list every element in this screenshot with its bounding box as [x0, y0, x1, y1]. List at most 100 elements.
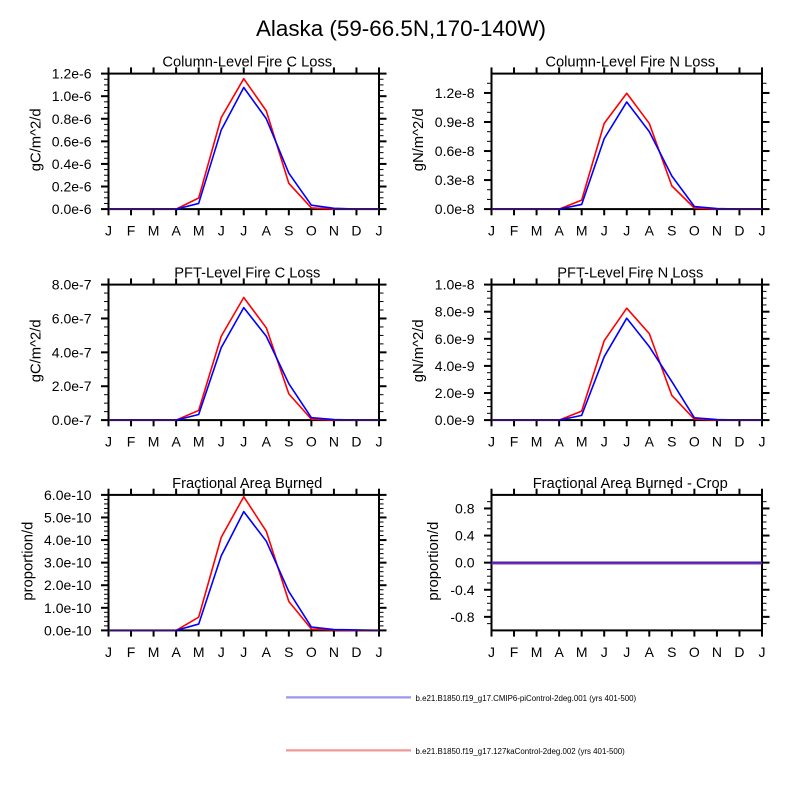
svg-text:J: J [759, 644, 766, 660]
svg-text:O: O [306, 223, 317, 239]
svg-text:J: J [488, 644, 495, 660]
svg-text:J: J [240, 644, 247, 660]
svg-text:0.6e-6: 0.6e-6 [52, 133, 92, 149]
svg-text:J: J [601, 223, 608, 239]
svg-text:N: N [712, 644, 722, 660]
svg-text:8.0e-9: 8.0e-9 [435, 304, 475, 320]
svg-text:O: O [689, 644, 700, 660]
svg-text:-0.8: -0.8 [450, 609, 474, 625]
svg-text:4.0e-7: 4.0e-7 [52, 344, 92, 360]
svg-text:J: J [601, 434, 608, 450]
svg-text:proportion/d: proportion/d [426, 522, 442, 601]
svg-text:Alaska (59-66.5N,170-140W): Alaska (59-66.5N,170-140W) [256, 16, 546, 41]
svg-text:F: F [510, 223, 519, 239]
svg-text:Fractional Area Burned - Crop: Fractional Area Burned - Crop [533, 476, 728, 492]
svg-text:0.0e-10: 0.0e-10 [44, 622, 92, 638]
svg-text:gC/m^2/d: gC/m^2/d [29, 108, 45, 171]
svg-text:N: N [712, 434, 722, 450]
svg-text:A: A [554, 434, 564, 450]
svg-text:4.0e-10: 4.0e-10 [44, 532, 92, 548]
svg-text:J: J [623, 223, 630, 239]
svg-text:Column-Level Fire N Loss: Column-Level Fire N Loss [545, 55, 715, 71]
svg-text:0.8e-6: 0.8e-6 [52, 111, 92, 127]
svg-text:M: M [531, 434, 543, 450]
svg-text:J: J [623, 644, 630, 660]
svg-text:N: N [329, 644, 339, 660]
svg-text:S: S [284, 644, 293, 660]
svg-text:J: J [218, 223, 225, 239]
svg-text:1.0e-6: 1.0e-6 [52, 88, 92, 104]
svg-text:N: N [712, 223, 722, 239]
svg-text:J: J [601, 644, 608, 660]
svg-text:1.2e-8: 1.2e-8 [435, 85, 475, 101]
svg-text:J: J [240, 223, 247, 239]
svg-text:D: D [351, 644, 361, 660]
svg-text:0.0: 0.0 [455, 555, 475, 571]
svg-text:A: A [645, 644, 655, 660]
svg-text:F: F [127, 434, 136, 450]
svg-text:A: A [262, 644, 272, 660]
svg-text:A: A [554, 223, 564, 239]
svg-text:J: J [376, 434, 383, 450]
svg-text:gN/m^2/d: gN/m^2/d [411, 319, 427, 382]
svg-text:0.0e-8: 0.0e-8 [435, 201, 475, 217]
svg-text:0.2e-6: 0.2e-6 [52, 179, 92, 195]
svg-text:M: M [531, 644, 543, 660]
svg-text:M: M [576, 434, 588, 450]
svg-text:A: A [554, 644, 564, 660]
svg-text:0.0e-9: 0.0e-9 [435, 412, 475, 428]
svg-text:N: N [329, 434, 339, 450]
svg-text:0.9e-8: 0.9e-8 [435, 114, 475, 130]
svg-text:A: A [645, 223, 655, 239]
svg-text:O: O [689, 434, 700, 450]
svg-text:J: J [488, 434, 495, 450]
svg-text:PFT-Level Fire C Loss: PFT-Level Fire C Loss [174, 266, 320, 282]
svg-text:S: S [667, 644, 676, 660]
svg-text:A: A [171, 644, 181, 660]
svg-text:J: J [623, 434, 630, 450]
svg-text:O: O [306, 434, 317, 450]
svg-text:S: S [284, 223, 293, 239]
svg-text:gC/m^2/d: gC/m^2/d [29, 319, 45, 382]
svg-text:0.4: 0.4 [455, 528, 475, 544]
svg-text:F: F [127, 644, 136, 660]
svg-text:0.3e-8: 0.3e-8 [435, 172, 475, 188]
svg-text:F: F [510, 644, 519, 660]
svg-text:J: J [759, 223, 766, 239]
svg-text:J: J [376, 223, 383, 239]
svg-text:J: J [105, 434, 112, 450]
svg-text:J: J [240, 434, 247, 450]
svg-text:b.e21.B1850.f19_g17.CMIP6-piCo: b.e21.B1850.f19_g17.CMIP6-piControl-2deg… [416, 694, 637, 703]
svg-text:M: M [193, 434, 205, 450]
svg-text:6.0e-9: 6.0e-9 [435, 331, 475, 347]
svg-text:0.0e-6: 0.0e-6 [52, 201, 92, 217]
svg-text:F: F [127, 223, 136, 239]
svg-text:2.0e-10: 2.0e-10 [44, 577, 92, 593]
svg-text:S: S [667, 434, 676, 450]
svg-text:D: D [734, 644, 744, 660]
svg-text:-0.4: -0.4 [450, 582, 474, 598]
svg-text:A: A [171, 434, 181, 450]
svg-text:b.e21.B1850.f19_g17.127kaContr: b.e21.B1850.f19_g17.127kaControl-2deg.00… [416, 747, 626, 756]
svg-text:M: M [576, 223, 588, 239]
svg-text:4.0e-9: 4.0e-9 [435, 358, 475, 374]
svg-text:6.0e-7: 6.0e-7 [52, 310, 92, 326]
svg-text:0.4e-6: 0.4e-6 [52, 156, 92, 172]
svg-text:J: J [488, 223, 495, 239]
svg-text:M: M [193, 223, 205, 239]
svg-text:A: A [262, 223, 272, 239]
svg-text:M: M [193, 644, 205, 660]
svg-text:N: N [329, 223, 339, 239]
svg-text:M: M [148, 434, 160, 450]
svg-text:0.0e-7: 0.0e-7 [52, 412, 92, 428]
svg-text:J: J [218, 644, 225, 660]
svg-text:proportion/d: proportion/d [21, 522, 37, 601]
svg-text:1.0e-8: 1.0e-8 [435, 277, 475, 293]
svg-text:6.0e-10: 6.0e-10 [44, 487, 92, 503]
svg-text:A: A [262, 434, 272, 450]
svg-text:M: M [531, 223, 543, 239]
svg-text:2.0e-7: 2.0e-7 [52, 378, 92, 394]
svg-text:D: D [351, 434, 361, 450]
svg-text:A: A [645, 434, 655, 450]
svg-text:0.6e-8: 0.6e-8 [435, 143, 475, 159]
